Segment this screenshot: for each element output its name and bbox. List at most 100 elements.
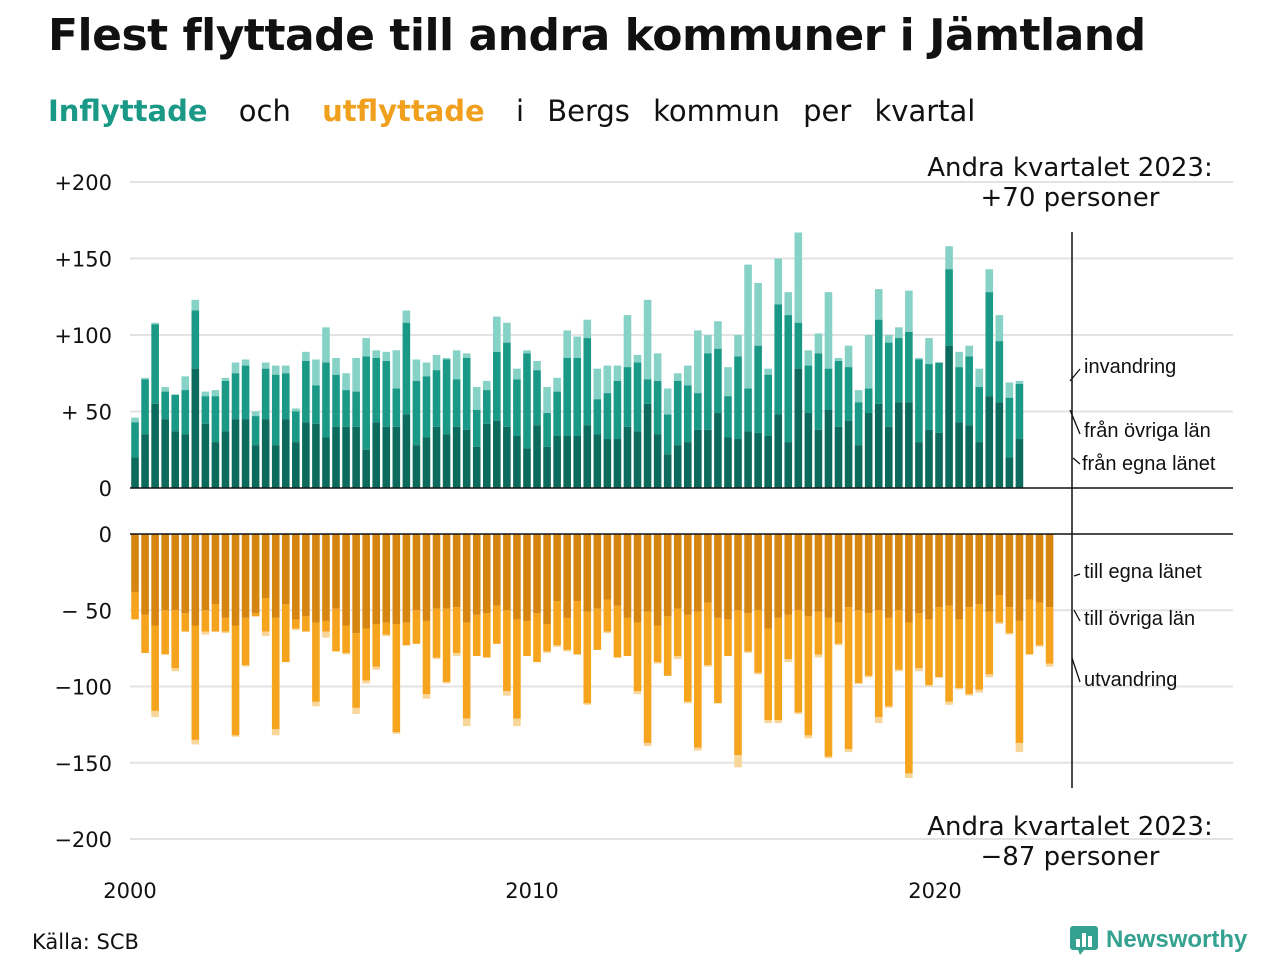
bar-fran-ovriga-lan — [292, 411, 300, 443]
bar-till-egna-lanet — [744, 534, 752, 614]
inflow-bars — [131, 232, 1024, 488]
bar-till-egna-lanet — [472, 534, 481, 615]
bar-fran-ovriga-lan — [472, 409, 481, 447]
bar-till-egna-lanet — [261, 534, 270, 599]
inflow-quarter-bar — [1015, 380, 1024, 488]
label-leader-line — [1069, 368, 1081, 382]
bar-till-egna-lanet — [884, 534, 893, 618]
inflow-quarter-bar — [302, 351, 310, 488]
inflow-quarter-bar — [844, 345, 853, 488]
bar-fran-ovriga-lan — [332, 374, 340, 427]
bar-invandring — [251, 411, 260, 417]
bar-utvandring — [643, 742, 652, 746]
bar-till-ovriga-lan — [603, 599, 612, 632]
inflow-quarter-bar — [322, 327, 330, 488]
bar-invandring — [392, 350, 401, 389]
bar-invandring — [553, 377, 561, 392]
bar-till-ovriga-lan — [292, 619, 300, 629]
y-tick-label: +150 — [54, 248, 112, 272]
bar-invandring — [955, 351, 963, 368]
outflow-quarter-bar — [633, 534, 642, 695]
outflow-quarter-bar — [342, 534, 350, 655]
bar-invandring — [704, 335, 712, 354]
bar-utvandring — [824, 756, 833, 759]
outflow-quarter-bar — [523, 534, 531, 656]
outflow-quarter-bar — [432, 534, 441, 660]
bar-fran-egna-lanet — [824, 409, 833, 488]
bar-fran-egna-lanet — [422, 437, 431, 488]
outflow-quarter-bar — [312, 534, 320, 707]
bar-invandring — [342, 373, 350, 391]
bar-till-egna-lanet — [915, 534, 923, 614]
bar-invandring — [905, 290, 913, 332]
bar-fran-egna-lanet — [874, 403, 883, 488]
bar-till-egna-lanet — [402, 534, 411, 623]
bar-fran-ovriga-lan — [523, 353, 531, 449]
bar-till-ovriga-lan — [1035, 602, 1044, 646]
bar-fran-egna-lanet — [975, 442, 984, 488]
bar-till-ovriga-lan — [362, 628, 370, 681]
bar-till-ovriga-lan — [854, 610, 863, 684]
bar-fran-ovriga-lan — [905, 331, 913, 403]
bar-invandring — [844, 345, 853, 368]
outflow-quarter-bar — [1025, 534, 1034, 655]
bar-till-egna-lanet — [251, 534, 260, 614]
bar-invandring — [975, 368, 984, 388]
outflow-quarter-bar — [573, 534, 582, 655]
bar-fran-egna-lanet — [241, 419, 250, 488]
bar-fran-ovriga-lan — [1015, 383, 1024, 440]
inflow-quarter-bar — [352, 357, 360, 488]
bar-invandring — [472, 387, 481, 410]
bar-till-egna-lanet — [814, 534, 823, 612]
bar-till-ovriga-lan — [352, 633, 360, 708]
outflow-quarter-bar — [794, 534, 803, 714]
bar-fran-egna-lanet — [583, 425, 592, 488]
inflow-quarter-bar — [342, 373, 350, 488]
bar-till-ovriga-lan — [1005, 607, 1014, 634]
inflow-quarter-bar — [201, 391, 210, 488]
bar-utvandring — [503, 691, 511, 696]
bar-invandring — [804, 350, 813, 366]
bar-till-egna-lanet — [804, 534, 813, 617]
bar-fran-ovriga-lan — [412, 380, 421, 446]
bar-till-ovriga-lan — [1025, 599, 1034, 655]
inflow-quarter-bar — [292, 408, 300, 488]
bar-invandring — [653, 353, 662, 381]
bar-fran-egna-lanet — [683, 442, 692, 488]
bar-invandring — [774, 258, 783, 305]
bar-utvandring — [271, 729, 280, 736]
bar-till-ovriga-lan — [694, 611, 702, 748]
bar-till-ovriga-lan — [271, 617, 280, 730]
inflow-quarter-bar — [965, 345, 973, 488]
inflow-quarter-bar — [452, 350, 461, 488]
outflow-quarter-bar — [754, 534, 762, 675]
bar-fran-ovriga-lan — [382, 361, 391, 427]
outflow-quarter-bar — [563, 534, 571, 652]
bar-till-ovriga-lan — [372, 623, 381, 667]
bar-utvandring — [995, 622, 1004, 624]
y-tick-label: −200 — [54, 828, 112, 852]
bar-fran-ovriga-lan — [281, 373, 290, 420]
inflow-quarter-bar — [975, 368, 984, 488]
bar-fran-egna-lanet — [161, 419, 169, 488]
outflow-bars — [131, 534, 1054, 778]
bar-fran-ovriga-lan — [503, 342, 511, 427]
brand-logo[interactable]: Newsworthy — [1068, 924, 1247, 956]
bar-till-egna-lanet — [633, 534, 642, 623]
bar-invandring — [613, 365, 622, 381]
x-tick-label: 2020 — [908, 879, 961, 903]
bar-fran-ovriga-lan — [302, 361, 310, 423]
bar-invandring — [382, 351, 391, 362]
bar-till-ovriga-lan — [724, 619, 732, 656]
bar-utvandring — [231, 735, 240, 737]
bar-till-ovriga-lan — [472, 614, 481, 656]
bar-invandring — [874, 289, 883, 320]
bar-invandring — [513, 368, 521, 380]
y-tick-label: 0 — [99, 523, 112, 547]
outflow-quarter-bar — [392, 534, 401, 734]
bar-till-ovriga-lan — [583, 611, 592, 704]
bar-till-ovriga-lan — [332, 608, 340, 652]
bar-fran-egna-lanet — [935, 432, 943, 488]
bar-till-ovriga-lan — [513, 619, 521, 719]
bar-invandring — [965, 345, 973, 357]
